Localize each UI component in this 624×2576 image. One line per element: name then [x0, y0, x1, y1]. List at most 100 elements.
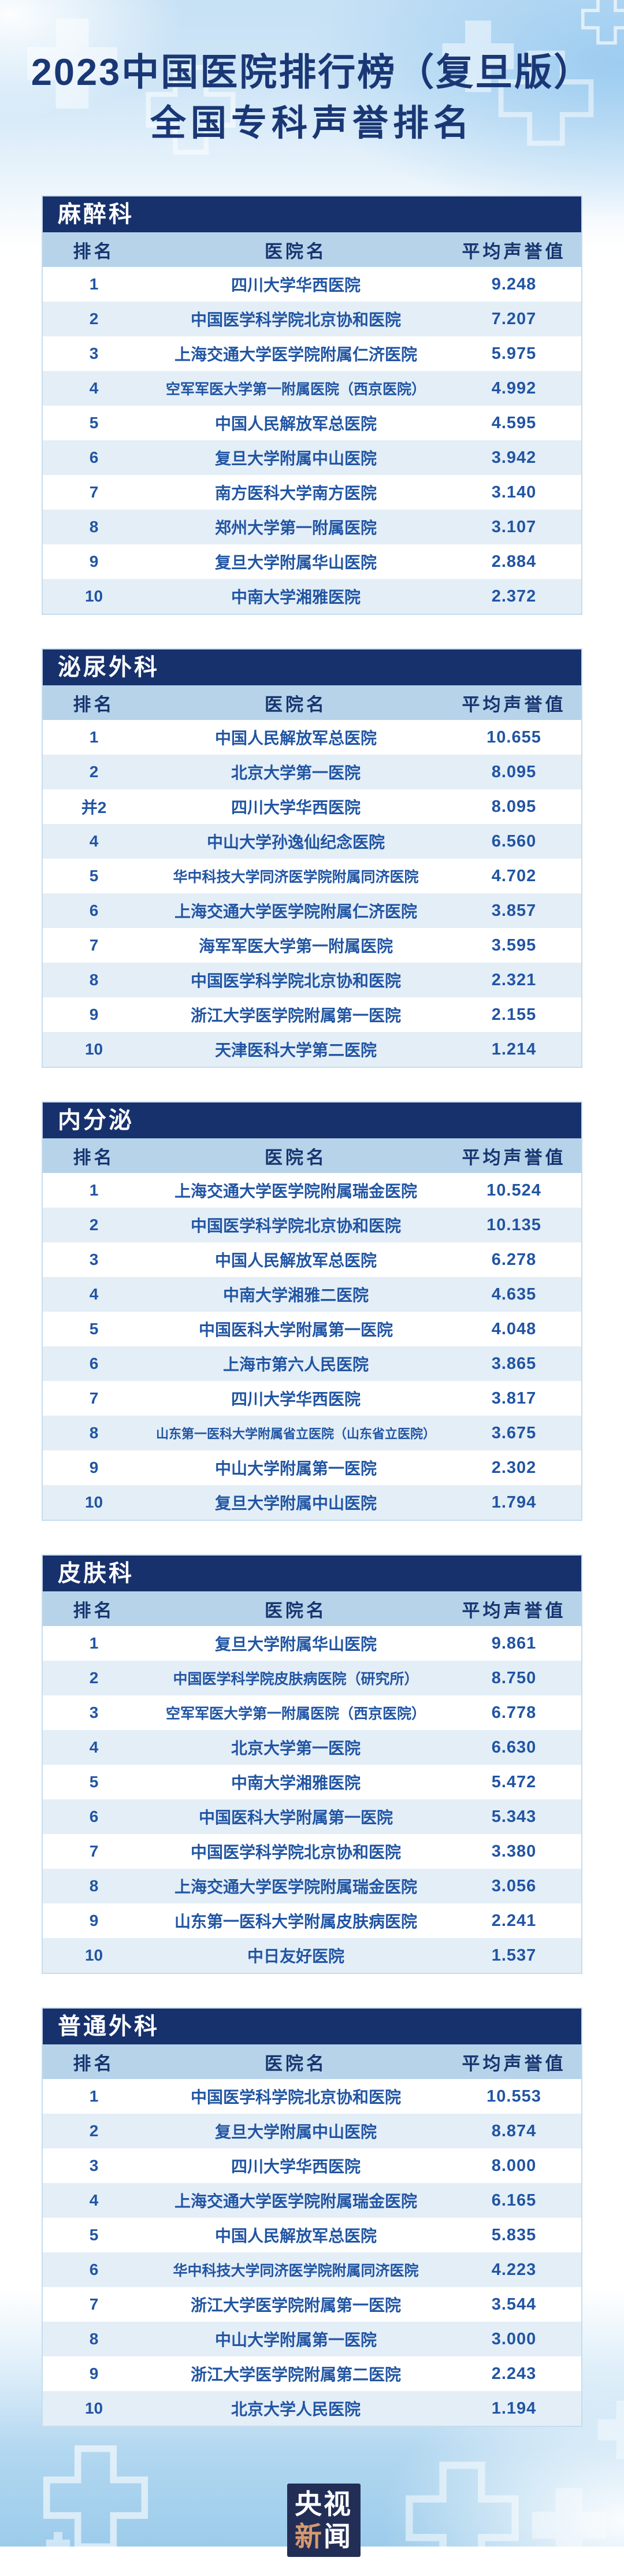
column-header-score: 平均声誉值 [446, 232, 581, 267]
table-row: 9 中山大学附属第一医院 2.302 [43, 1450, 581, 1485]
medical-cross-decoration [597, 2400, 624, 2459]
page-footer: 央视 新闻 [0, 2427, 624, 2557]
hospital-cell: 中国人民解放军总医院 [215, 2227, 377, 2245]
page-title-line1: 2023中国医院排行榜（复旦版） [31, 51, 593, 93]
rank-cell: 3 [89, 344, 99, 362]
rank-cell: 5 [89, 1773, 99, 1791]
score-cell: 6.778 [491, 1703, 537, 1722]
hospital-cell: 中山大学孙逸仙纪念医院 [207, 833, 385, 851]
table-row: 2 北京大学第一医院 8.095 [43, 755, 581, 789]
hospital-cell: 浙江大学医学院附属第一医院 [191, 1007, 402, 1025]
score-cell: 9.248 [491, 274, 537, 294]
rank-cell: 8 [89, 2330, 99, 2348]
table-row: 1 上海交通大学医学院附属瑞金医院 10.524 [43, 1173, 581, 1208]
ranking-data-table: 排名 医院名 平均声誉值 1 复旦大学附属华山医院 9.861 2 中国医学科学院皮肤病… [43, 1591, 581, 1973]
table-row: 2 中国医学科学院北京协和医院 10.135 [43, 1208, 581, 1242]
score-cell: 3.865 [491, 1354, 537, 1373]
table-row: 7 四川大学华西医院 3.817 [43, 1381, 581, 1416]
ranking-data-table: 排名 医院名 平均声誉值 1 中国人民解放军总医院 10.655 2 北京大学第一医院 8… [43, 685, 581, 1067]
hospital-cell: 空军军医大学第一附属医院（西京医院） [166, 381, 426, 398]
column-header-rank: 排名 [43, 685, 146, 720]
column-header-rank: 排名 [43, 1591, 146, 1626]
score-cell: 3.817 [491, 1389, 537, 1408]
table-row: 3 中国人民解放军总医院 6.278 [43, 1242, 581, 1277]
hospital-cell: 复旦大学附属华山医院 [215, 554, 377, 571]
score-cell: 2.241 [491, 1911, 537, 1930]
table-row: 1 四川大学华西医院 9.248 [43, 267, 581, 302]
column-header-row: 排名 医院名 平均声誉值 [43, 232, 581, 267]
medical-cross-outline-decoration [146, 65, 236, 155]
hospital-cell: 四川大学华西医院 [231, 1390, 361, 1408]
rank-cell: 1 [89, 728, 99, 746]
table-row: 9 浙江大学医学院附属第二医院 2.243 [43, 2356, 581, 2391]
score-cell: 2.321 [491, 970, 537, 989]
hospital-cell: 中国医科大学附属第一医院 [199, 1809, 393, 1827]
table-row: 10 天津医科大学第二医院 1.214 [43, 1032, 581, 1067]
hospital-cell: 山东第一医科大学附属皮肤病医院 [174, 1913, 418, 1931]
hospital-cell: 上海交通大学医学院附属瑞金医院 [174, 2192, 418, 2210]
rank-cell: 并2 [81, 799, 107, 816]
hospital-cell: 中南大学湘雅医院 [231, 1774, 361, 1792]
hospital-cell: 山东第一医科大学附属省立医院（山东省立医院） [156, 1427, 436, 1441]
hospital-cell: 上海交通大学医学院附属仁济医院 [174, 346, 418, 363]
rank-cell: 4 [89, 1738, 99, 1756]
table-row: 9 复旦大学附属华山医院 2.884 [43, 544, 581, 579]
column-header-row: 排名 医院名 平均声誉值 [43, 1138, 581, 1173]
score-cell: 1.214 [491, 1040, 537, 1059]
rank-cell: 7 [89, 483, 99, 501]
rank-cell: 6 [89, 448, 99, 466]
rank-cell: 1 [89, 1634, 99, 1652]
medical-cross-outline-decoration [581, 0, 624, 45]
column-header-score: 平均声誉值 [446, 685, 581, 720]
hospital-cell: 复旦大学附属中山医院 [215, 2123, 377, 2141]
medical-cross-decoration [442, 20, 514, 92]
table-row: 2 中国医学科学院北京协和医院 7.207 [43, 302, 581, 336]
hospital-cell: 郑州大学第一附属医院 [215, 519, 377, 537]
score-cell: 3.675 [491, 1423, 537, 1442]
score-cell: 2.372 [491, 587, 537, 606]
hospital-cell: 中国人民解放军总医院 [215, 729, 377, 747]
table-row: 8 山东第一医科大学附属省立医院（山东省立医院） 3.675 [43, 1416, 581, 1450]
rank-cell: 6 [89, 1354, 99, 1372]
hospital-cell: 北京大学人民医院 [231, 2400, 361, 2418]
hospital-cell: 中国医学科学院北京协和医院 [191, 2088, 402, 2106]
cctv-news-logo: 央视 新闻 [287, 2484, 361, 2557]
ranking-data-table: 排名 医院名 平均声誉值 1 上海交通大学医学院附属瑞金医院 10.524 2 中国医学… [43, 1138, 581, 1520]
logo-text-top: 央视 [295, 2488, 352, 2519]
column-header-hospital: 医院名 [145, 2044, 447, 2079]
column-header-hospital: 医院名 [145, 232, 447, 267]
column-header-score: 平均声誉值 [446, 1138, 581, 1173]
rank-cell: 4 [89, 379, 99, 397]
column-header-score: 平均声誉值 [446, 2044, 581, 2079]
ranking-table-endocrinology: 内分泌 排名 医院名 平均声誉值 1 上海交通大学医学院附属瑞金医院 10.524 2… [42, 1101, 582, 1521]
rank-cell: 9 [89, 552, 99, 570]
score-cell: 3.544 [491, 2295, 537, 2314]
rank-cell: 5 [89, 1320, 99, 1338]
ranking-table-urology: 泌尿外科 排名 医院名 平均声誉值 1 中国人民解放军总医院 10.655 2 北京大学… [42, 648, 582, 1068]
table-row: 2 中国医学科学院皮肤病医院（研究所） 8.750 [43, 1661, 581, 1695]
rank-cell: 2 [89, 763, 99, 781]
rank-cell: 5 [89, 414, 99, 432]
score-cell: 3.380 [491, 1842, 537, 1861]
rank-cell: 6 [89, 2261, 99, 2278]
rank-cell: 2 [89, 1669, 99, 1687]
rank-cell: 10 [84, 1946, 103, 1964]
column-header-rank: 排名 [43, 2044, 146, 2079]
hospital-cell: 复旦大学附属中山医院 [215, 1494, 377, 1512]
table-row: 1 中国医学科学院北京协和医院 10.553 [43, 2079, 581, 2114]
hospital-cell: 浙江大学医学院附属第二医院 [191, 2366, 402, 2384]
medical-cross-decoration [27, 18, 117, 109]
hospital-cell: 中国医学科学院北京协和医院 [191, 972, 402, 990]
hospital-cell: 中国医学科学院皮肤病医院（研究所） [173, 1671, 419, 1687]
logo-text-bottom: 新闻 [295, 2521, 352, 2553]
logo-text-rest-char: 闻 [324, 2521, 352, 2552]
hospital-cell: 复旦大学附属华山医院 [215, 1635, 377, 1653]
hospital-cell: 四川大学华西医院 [231, 276, 361, 294]
score-cell: 2.243 [491, 2364, 537, 2383]
rank-cell: 9 [89, 1911, 99, 1929]
section-title: 内分泌 [43, 1103, 581, 1138]
column-header-row: 排名 医院名 平均声誉值 [43, 1591, 581, 1626]
table-row: 10 北京大学人民医院 1.194 [43, 2391, 581, 2426]
score-cell: 5.472 [491, 1772, 537, 1791]
rank-cell: 2 [89, 1216, 99, 1234]
